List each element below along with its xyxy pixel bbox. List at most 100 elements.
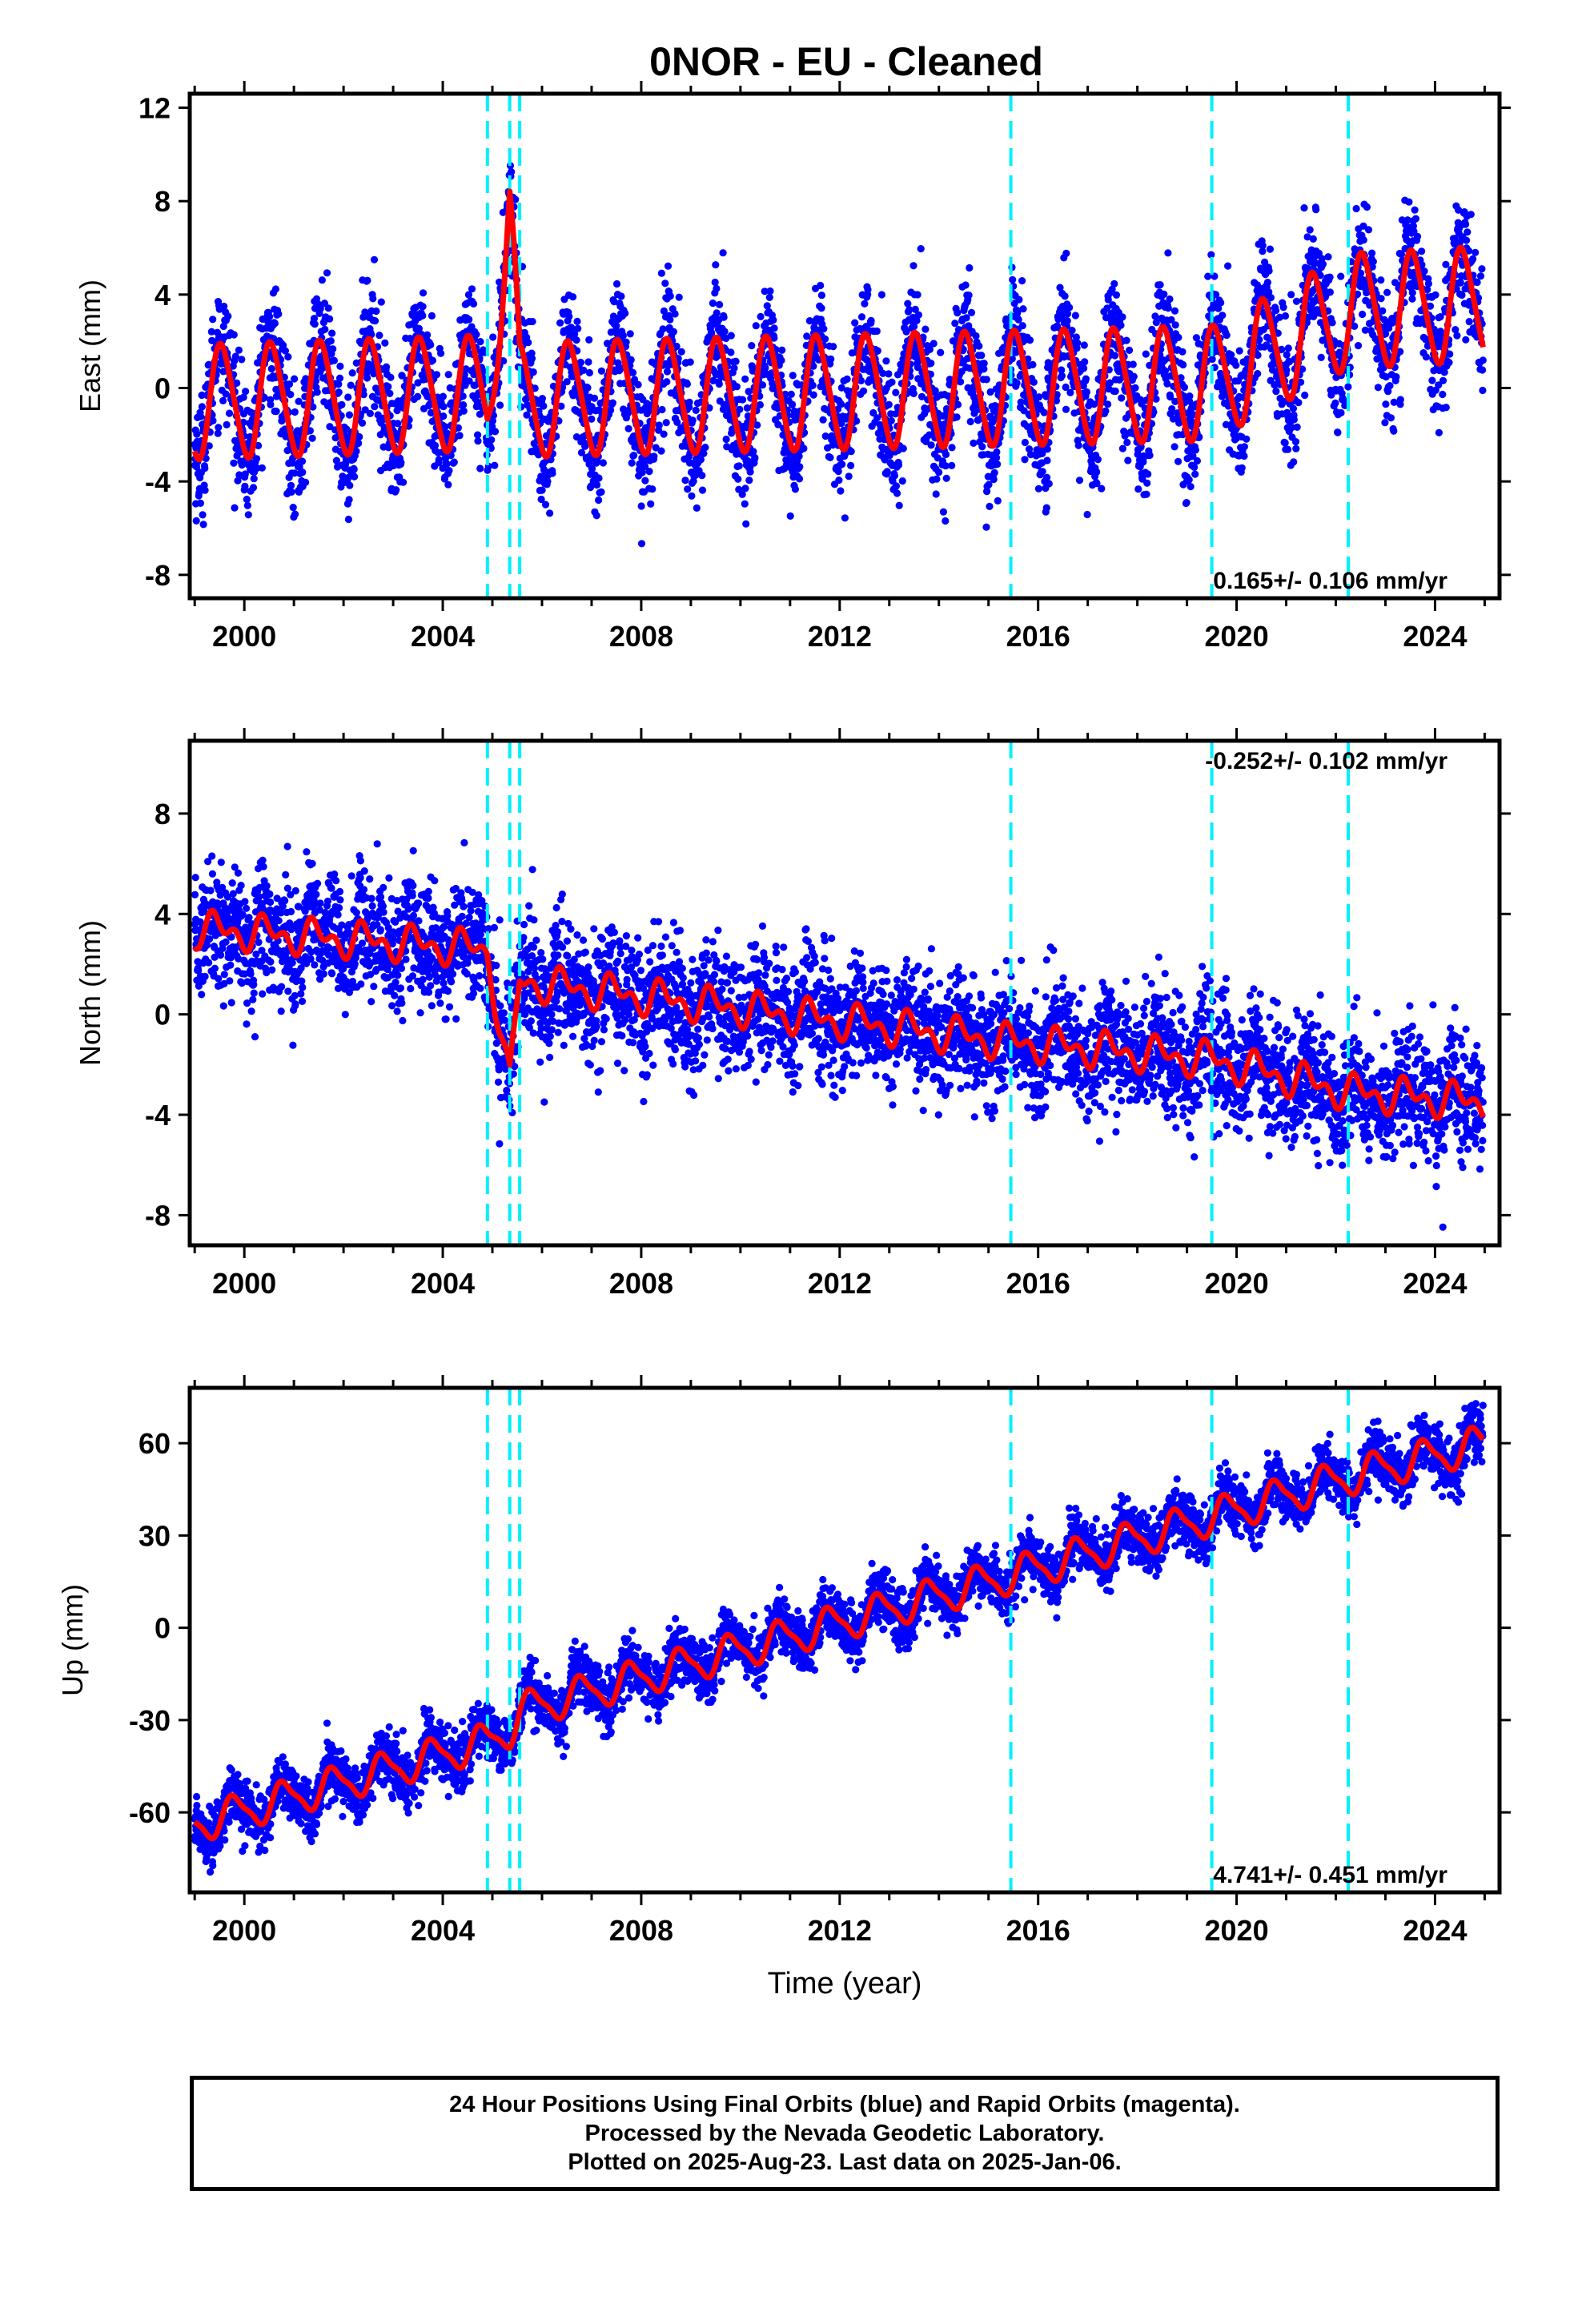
data-point xyxy=(716,300,724,308)
data-point xyxy=(1185,476,1193,484)
data-point xyxy=(398,372,406,380)
data-point xyxy=(1363,203,1371,211)
data-point xyxy=(291,469,299,477)
data-point xyxy=(1040,408,1048,416)
data-point xyxy=(652,444,660,452)
data-point xyxy=(599,459,608,467)
data-point xyxy=(1240,443,1248,451)
x-tick-label: 2020 xyxy=(1205,620,1269,653)
x-tick-label: 2004 xyxy=(411,620,475,653)
data-point xyxy=(1054,316,1062,324)
data-point xyxy=(491,428,500,436)
data-point xyxy=(1021,438,1029,447)
data-point xyxy=(231,352,239,360)
data-point xyxy=(1029,360,1037,368)
data-point xyxy=(1479,356,1487,364)
data-point xyxy=(1042,504,1050,512)
data-point xyxy=(239,393,247,401)
data-point xyxy=(978,352,986,360)
data-point xyxy=(1422,353,1430,361)
data-point xyxy=(931,387,939,395)
data-point xyxy=(432,371,441,379)
data-point xyxy=(904,300,912,308)
data-point xyxy=(1193,456,1201,465)
data-point xyxy=(684,485,692,493)
data-point xyxy=(302,478,310,486)
data-point xyxy=(197,412,205,420)
data-point xyxy=(1405,198,1413,206)
data-point xyxy=(250,475,258,483)
data-point xyxy=(660,430,668,438)
data-point xyxy=(1072,333,1080,341)
data-point xyxy=(1312,206,1320,214)
data-point xyxy=(711,278,719,287)
data-point xyxy=(1186,483,1195,491)
data-point xyxy=(1045,480,1053,488)
data-point xyxy=(720,313,728,321)
data-point xyxy=(1281,312,1290,320)
data-point xyxy=(487,444,495,452)
data-point xyxy=(1090,400,1098,408)
data-point xyxy=(645,468,653,476)
data-point xyxy=(488,436,496,444)
data-point xyxy=(201,972,209,980)
data-point xyxy=(445,467,453,475)
y-tick-label: 8 xyxy=(155,185,171,218)
data-point xyxy=(441,423,449,431)
data-point xyxy=(1458,291,1466,300)
data-point xyxy=(528,355,536,363)
data-point xyxy=(332,456,340,464)
data-point xyxy=(1002,322,1011,330)
data-point xyxy=(344,515,352,524)
data-point xyxy=(745,476,753,485)
data-point xyxy=(241,470,249,478)
data-point xyxy=(572,336,580,344)
data-point xyxy=(1082,388,1090,396)
data-point xyxy=(885,400,893,408)
data-point xyxy=(1352,204,1360,213)
data-point xyxy=(1017,398,1025,406)
data-point xyxy=(563,378,571,386)
data-point xyxy=(641,462,649,471)
data-point xyxy=(1377,295,1385,303)
data-point xyxy=(1170,443,1178,451)
data-point xyxy=(1021,456,1029,464)
data-point xyxy=(369,295,377,303)
data-point xyxy=(227,961,235,969)
data-point xyxy=(224,312,232,320)
data-point xyxy=(739,396,747,404)
data-point xyxy=(1478,265,1486,273)
data-point xyxy=(624,424,632,432)
data-point xyxy=(921,325,930,333)
observed-points xyxy=(191,162,1487,548)
data-point xyxy=(982,376,990,384)
data-point xyxy=(381,339,389,347)
data-point xyxy=(1217,299,1225,307)
data-point xyxy=(330,356,338,364)
data-point xyxy=(769,316,777,324)
data-point xyxy=(883,468,891,476)
data-point xyxy=(821,335,829,343)
data-point xyxy=(742,520,750,528)
data-point xyxy=(970,409,978,417)
data-point xyxy=(597,488,605,497)
data-point xyxy=(948,461,956,470)
data-point xyxy=(669,328,678,336)
data-point xyxy=(590,394,599,402)
data-point xyxy=(474,437,482,445)
data-point xyxy=(211,964,219,972)
data-point xyxy=(361,308,369,316)
data-point xyxy=(192,517,200,525)
data-point xyxy=(882,357,890,365)
data-point xyxy=(1143,479,1151,487)
data-point xyxy=(217,858,225,866)
data-point xyxy=(312,295,321,303)
data-point xyxy=(1179,360,1187,369)
data-point xyxy=(329,345,337,353)
data-point xyxy=(800,444,808,452)
data-point xyxy=(597,367,606,375)
data-point xyxy=(647,500,655,508)
data-point xyxy=(913,316,921,324)
data-point xyxy=(435,456,443,464)
data-point xyxy=(382,363,391,371)
